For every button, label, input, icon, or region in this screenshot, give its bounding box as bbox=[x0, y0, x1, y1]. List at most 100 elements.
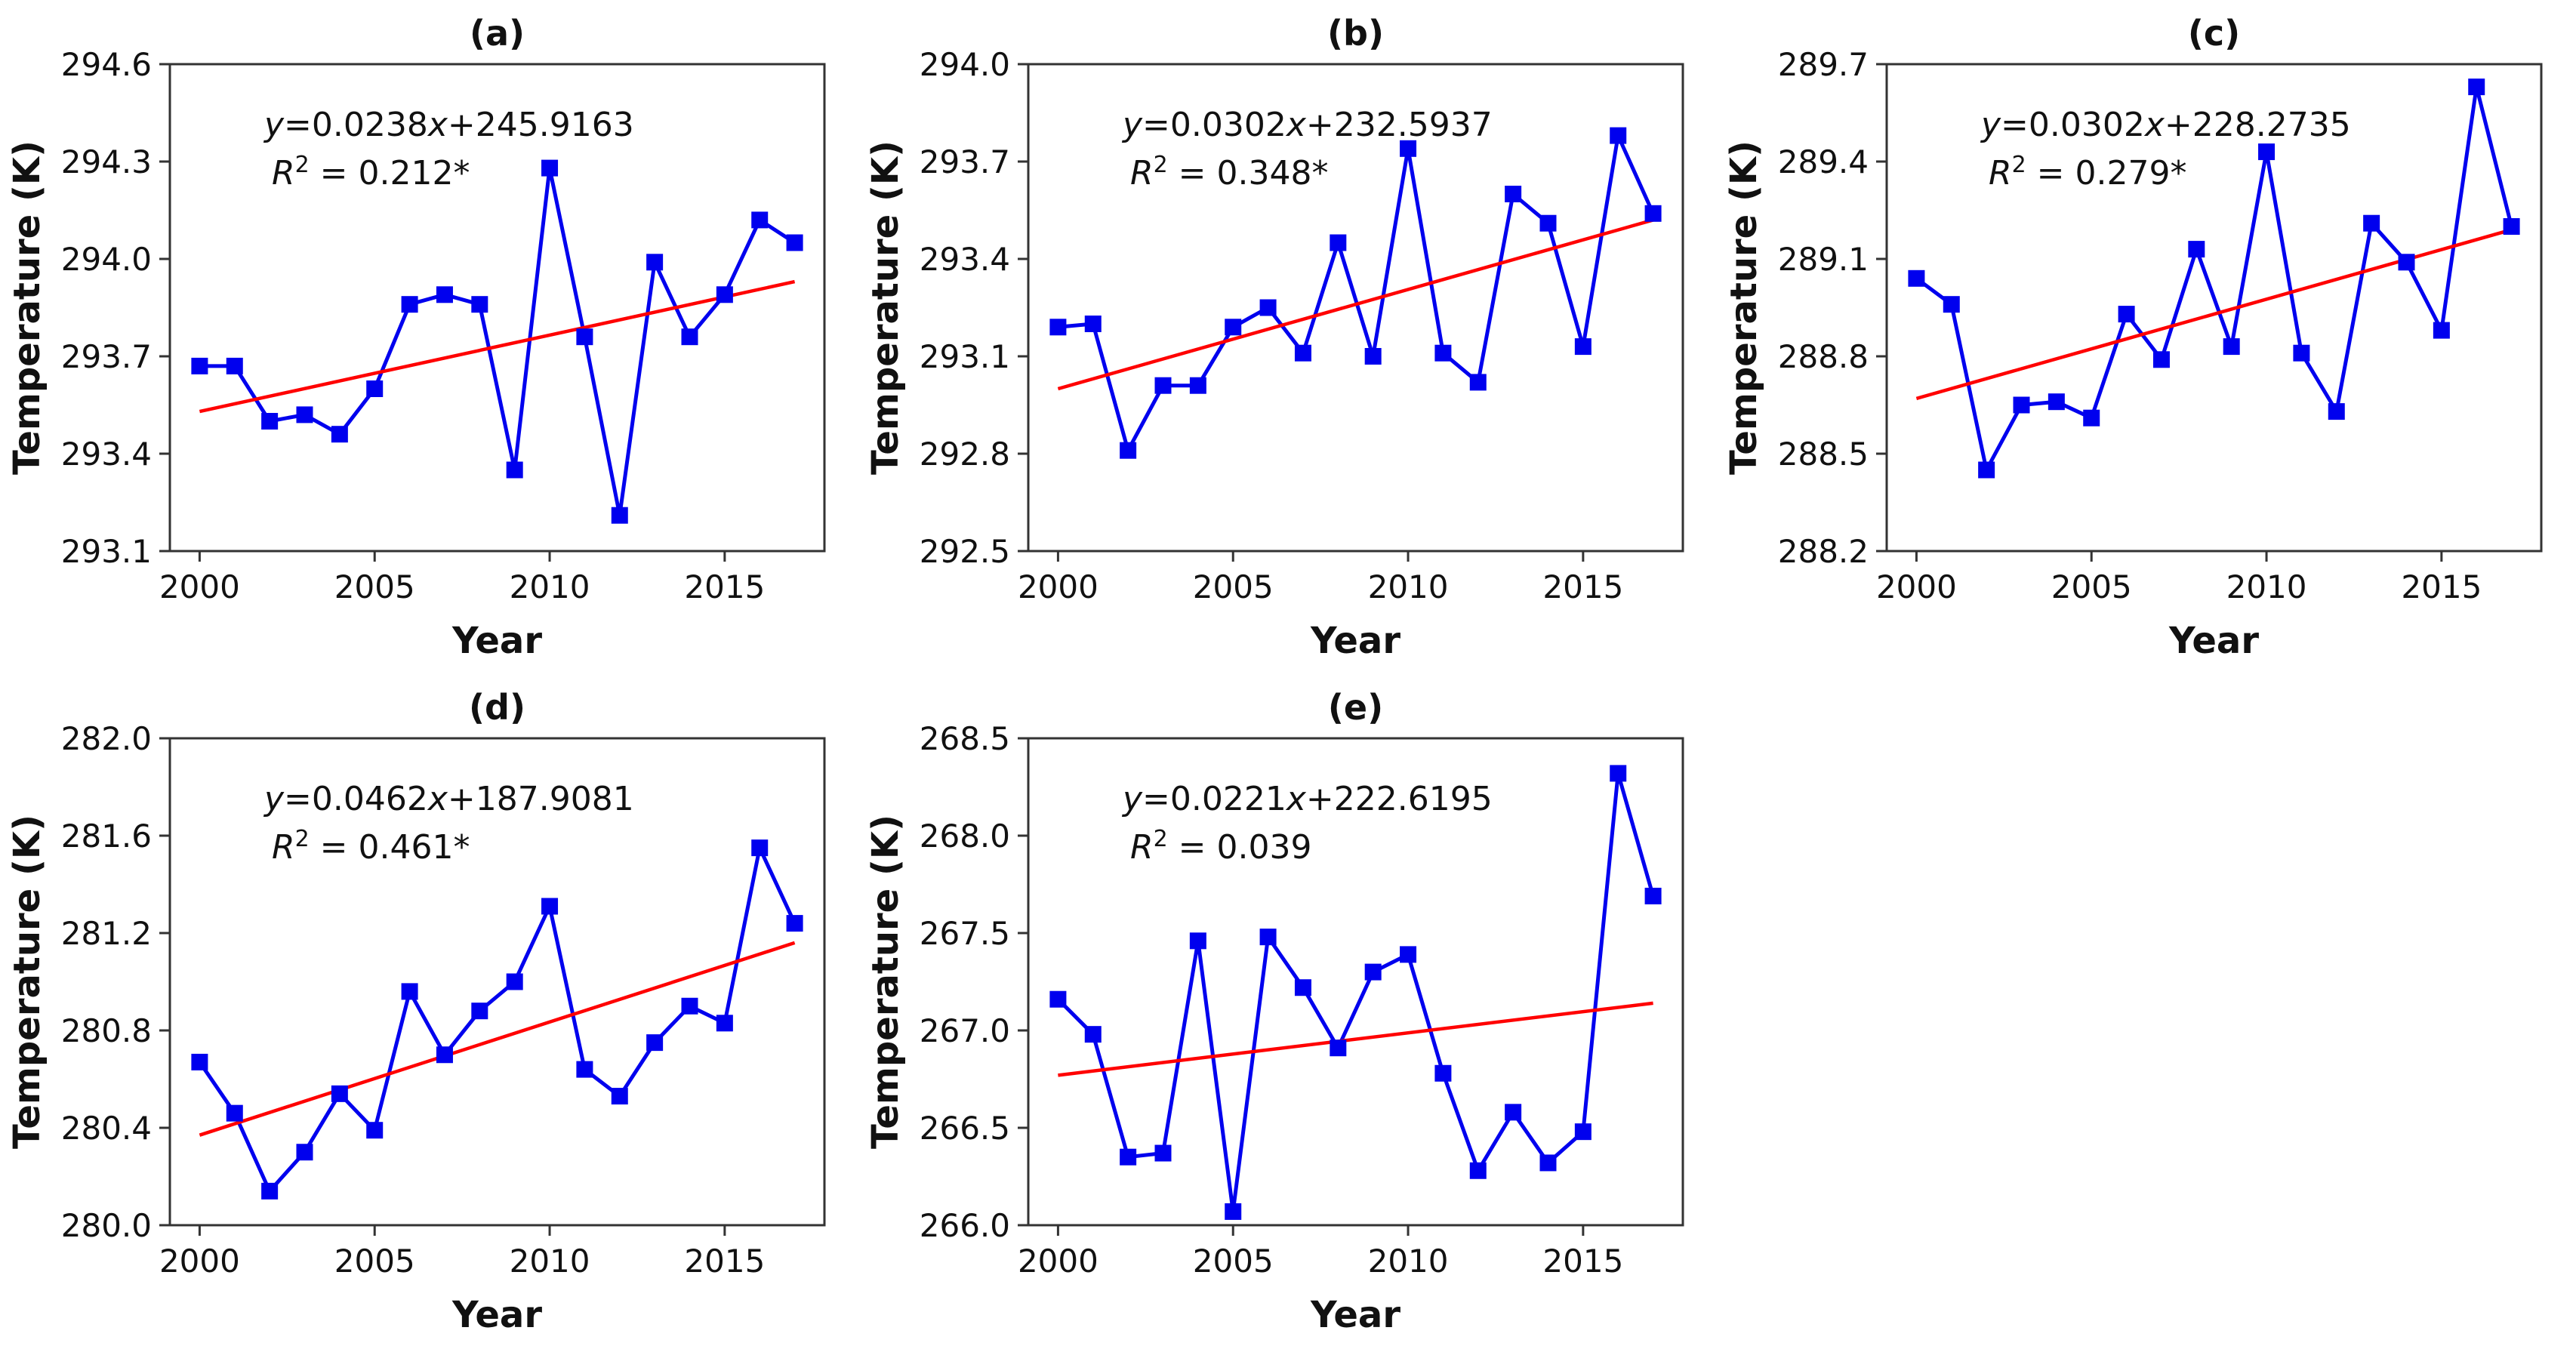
data-point-marker bbox=[1610, 765, 1627, 782]
x-tick-label: 2000 bbox=[1018, 1243, 1098, 1280]
r-squared-annotation: R2 = 0.039 bbox=[1130, 826, 1311, 867]
x-tick-label: 2010 bbox=[2226, 568, 2307, 605]
x-tick-label: 2015 bbox=[2401, 568, 2482, 605]
data-point-marker bbox=[681, 328, 698, 346]
data-point-marker bbox=[261, 413, 279, 430]
trend-line bbox=[1057, 218, 1654, 391]
data-point-marker bbox=[1469, 1162, 1487, 1179]
x-tick-label: 2010 bbox=[1368, 1243, 1449, 1280]
y-tick-label: 268.0 bbox=[920, 818, 1010, 855]
x-tick-label: 2000 bbox=[159, 1243, 240, 1280]
data-point-marker bbox=[541, 159, 559, 177]
data-point-marker bbox=[1908, 269, 1925, 287]
equation-annotation: y=0.0238x+245.9163 bbox=[263, 106, 634, 144]
data-series-line bbox=[1915, 85, 2514, 472]
data-point-marker bbox=[2468, 79, 2485, 96]
x-tick-label: 2000 bbox=[1876, 568, 1957, 605]
chart-panel-a: 293.1 293.4 293.7 294.0 294.3 294.6 2000 2005 20… bbox=[0, 0, 858, 674]
y-tick-label: 288.2 bbox=[1778, 533, 1869, 570]
y-tick-label: 293.4 bbox=[920, 241, 1010, 278]
y-axis-label: Temperature (K) bbox=[6, 815, 48, 1149]
data-point-marker bbox=[2188, 241, 2205, 258]
plot-box bbox=[168, 63, 826, 553]
data-point-marker bbox=[191, 1053, 208, 1070]
y-tick-label: 280.0 bbox=[61, 1207, 152, 1244]
y-axis-label: Temperature (K) bbox=[1723, 140, 1765, 475]
data-point-marker bbox=[1154, 377, 1172, 394]
data-point-marker bbox=[506, 461, 523, 479]
x-axis-label: Year bbox=[451, 620, 542, 662]
y-tick-label: 282.0 bbox=[61, 720, 152, 757]
data-point-marker bbox=[751, 839, 769, 857]
panel-title: (a) bbox=[470, 13, 525, 54]
data-point-marker bbox=[331, 426, 348, 443]
data-point-marker bbox=[2048, 393, 2065, 411]
data-point-marker bbox=[436, 286, 453, 303]
data-point-marker bbox=[1400, 946, 1417, 963]
data-point-marker bbox=[366, 1122, 384, 1139]
y-tick-label: 266.5 bbox=[920, 1110, 1010, 1147]
data-point-marker bbox=[2363, 214, 2380, 232]
chart-svg-d: 280.0 280.4 280.8 281.2 281.6 282.0 2000 2005 20… bbox=[6, 687, 826, 1336]
data-point-marker bbox=[716, 286, 733, 303]
data-point-marker bbox=[2328, 403, 2345, 420]
data-point-marker bbox=[1574, 338, 1592, 356]
data-point-marker bbox=[611, 507, 628, 524]
data-point-marker bbox=[1225, 319, 1242, 336]
r-squared-annotation: R2 = 0.348* bbox=[1130, 152, 1328, 192]
y-tick-label: 293.7 bbox=[61, 338, 152, 375]
data-point-marker bbox=[1574, 1123, 1592, 1141]
data-point-marker bbox=[1120, 1148, 1137, 1166]
x-tick-label: 2000 bbox=[1018, 568, 1098, 605]
chart-panel-d: 280.0 280.4 280.8 281.2 281.6 282.0 2000 2005 20… bbox=[0, 674, 858, 1349]
r-squared-annotation: R2 = 0.279* bbox=[1989, 152, 2186, 192]
x-tick-label: 2005 bbox=[1193, 1243, 1274, 1280]
data-point-marker bbox=[1189, 377, 1206, 394]
data-point-marker bbox=[1644, 205, 1662, 222]
chart-panel-b: 292.5 292.8 293.1 293.4 293.7 294.0 2000 2005 20… bbox=[858, 0, 1717, 674]
data-point-marker bbox=[2433, 322, 2450, 339]
y-tick-label: 289.1 bbox=[1778, 241, 1869, 278]
plot-box bbox=[168, 737, 826, 1227]
y-axis-label: Temperature (K) bbox=[864, 815, 907, 1149]
x-tick-label: 2015 bbox=[1542, 1243, 1623, 1280]
data-point-marker bbox=[331, 1085, 348, 1102]
chart-panel-e: 266.0 266.5 267.0 267.5 268.0 268.5 2000 2005 20… bbox=[858, 674, 1717, 1349]
y-tick-label: 294.3 bbox=[61, 143, 152, 180]
data-series-line bbox=[198, 845, 797, 1193]
data-point-marker bbox=[1259, 299, 1277, 316]
trend-line bbox=[1915, 228, 2513, 401]
data-point-marker bbox=[1400, 140, 1417, 157]
x-axis-label: Year bbox=[1310, 620, 1400, 662]
data-point-marker bbox=[366, 380, 384, 397]
y-tick-label: 267.5 bbox=[920, 915, 1010, 952]
y-tick-label: 288.5 bbox=[1778, 436, 1869, 473]
x-tick-label: 2000 bbox=[159, 568, 240, 605]
chart-svg-a: 293.1 293.4 293.7 294.0 294.3 294.6 2000 2005 20… bbox=[6, 13, 826, 662]
data-point-marker bbox=[1610, 127, 1627, 144]
data-point-marker bbox=[506, 973, 523, 990]
data-point-marker bbox=[1539, 214, 1557, 232]
y-tick-label: 294.6 bbox=[61, 46, 152, 83]
x-tick-label: 2005 bbox=[334, 568, 415, 605]
data-point-marker bbox=[1084, 1026, 1102, 1043]
y-tick-label: 280.8 bbox=[61, 1012, 152, 1049]
x-tick-label: 2005 bbox=[1193, 568, 1274, 605]
data-point-marker bbox=[401, 296, 418, 313]
data-point-marker bbox=[1049, 319, 1067, 336]
data-point-marker bbox=[1294, 979, 1311, 996]
data-point-marker bbox=[646, 1034, 664, 1052]
data-point-marker bbox=[1469, 374, 1487, 391]
data-point-marker bbox=[576, 328, 593, 346]
x-axis-label: Year bbox=[451, 1294, 542, 1336]
data-point-marker bbox=[1154, 1144, 1172, 1162]
data-point-marker bbox=[1294, 344, 1311, 362]
data-point-marker bbox=[436, 1046, 453, 1064]
plot-box bbox=[1885, 63, 2543, 553]
y-tick-label: 293.1 bbox=[61, 533, 152, 570]
y-tick-label: 266.0 bbox=[920, 1207, 1010, 1244]
data-series-line bbox=[1058, 134, 1655, 453]
data-point-marker bbox=[471, 296, 488, 313]
panel-title: (d) bbox=[469, 687, 525, 728]
